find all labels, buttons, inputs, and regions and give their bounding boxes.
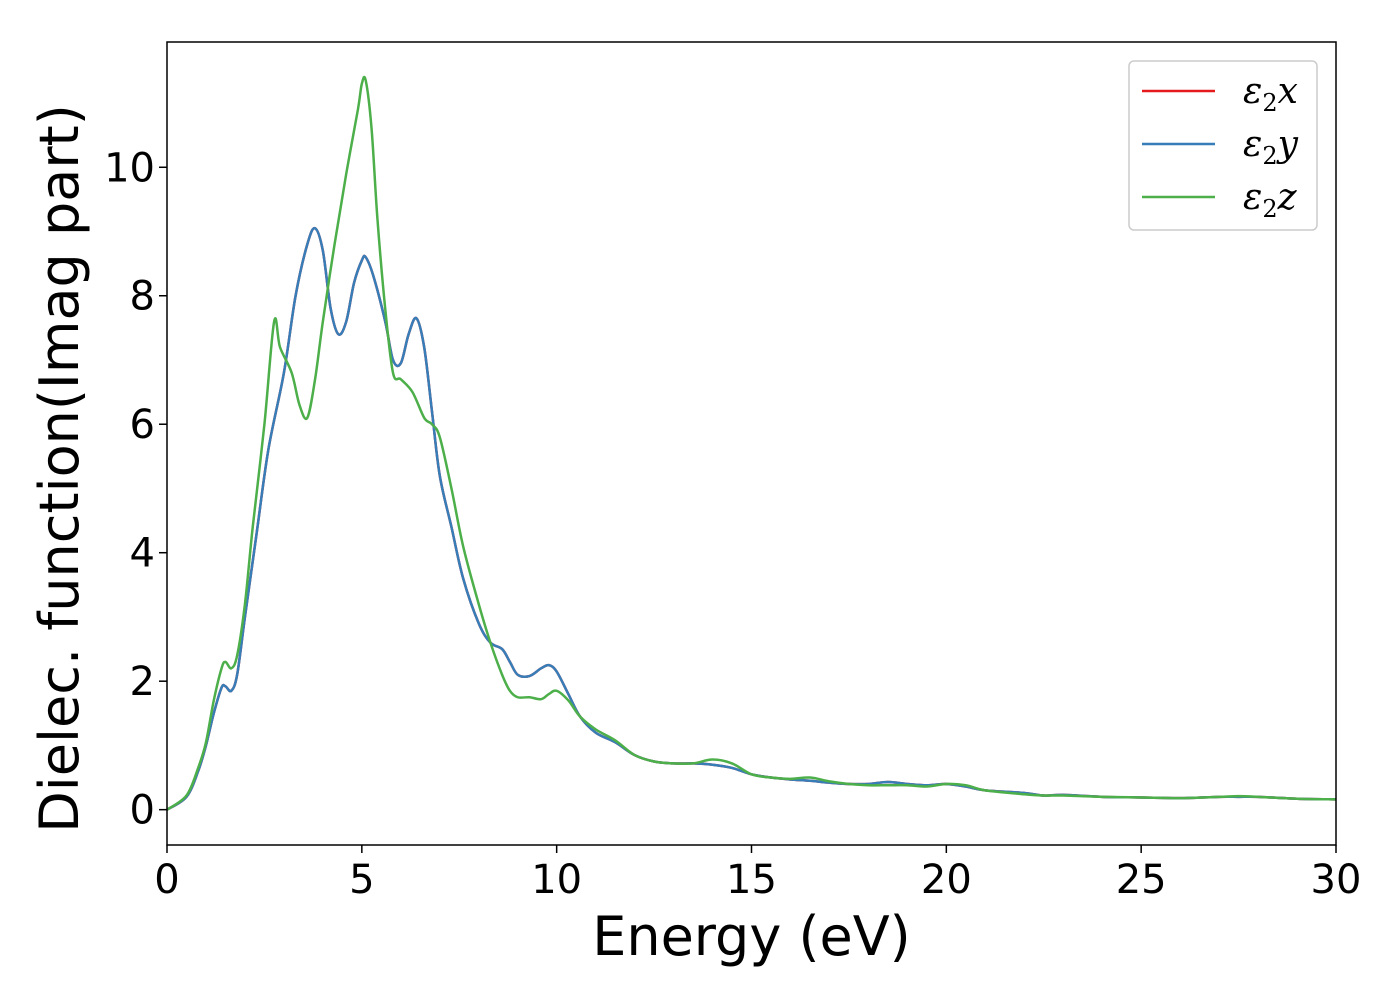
y-tick-label: 8 xyxy=(130,274,155,320)
x-tick-label: 30 xyxy=(1311,857,1362,903)
x-tick-label: 25 xyxy=(1116,857,1167,903)
y-axis-ticks: 0 2 4 6 8 10 xyxy=(104,145,167,834)
y-tick-label: 2 xyxy=(130,659,155,705)
y-axis-label: Dielec. function(Imag part) xyxy=(28,104,91,833)
legend-label-eps2x: ε2x xyxy=(1243,71,1298,117)
legend-label-eps2y: ε2y xyxy=(1243,124,1299,170)
series-lines xyxy=(167,75,1336,811)
y-tick-label: 0 xyxy=(130,788,155,834)
legend-box xyxy=(1128,60,1318,231)
y-tick-label: 4 xyxy=(130,531,155,577)
x-tick-label: 15 xyxy=(726,857,777,903)
x-axis-ticks: 0 5 10 15 20 25 30 xyxy=(154,845,1361,903)
series-line-eps2x xyxy=(167,226,1336,811)
legend-label-eps2z: ε2z xyxy=(1243,177,1298,223)
x-tick-label: 5 xyxy=(349,857,374,903)
x-tick-label: 0 xyxy=(154,857,179,903)
y-tick-label: 6 xyxy=(130,402,155,448)
series-line-eps2z xyxy=(167,75,1336,811)
x-axis-label: Energy (eV) xyxy=(592,905,911,968)
legend: ε2x ε2y ε2z xyxy=(1128,60,1318,231)
series-line-eps2y xyxy=(167,226,1336,811)
x-tick-label: 20 xyxy=(921,857,972,903)
x-tick-label: 10 xyxy=(531,857,582,903)
y-tick-label: 10 xyxy=(104,145,155,191)
